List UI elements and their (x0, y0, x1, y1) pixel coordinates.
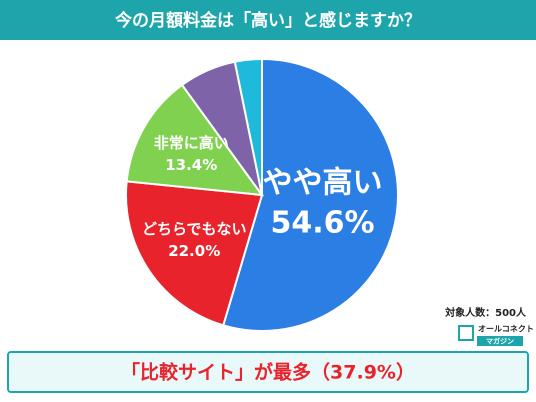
pie: やや高い 54.6% どちらでもない 22.0% 非常に高い 13.4% (125, 57, 399, 332)
logo-badge (477, 336, 523, 346)
logo-text: マガジン (486, 337, 514, 346)
pie-slice (233, 57, 263, 196)
slice-label: どちらでもない (142, 220, 247, 238)
pie-slice (125, 83, 265, 197)
slice-label: 非常に高い (154, 134, 229, 152)
banner (7, 351, 529, 393)
slice-label: やや高い (263, 165, 383, 200)
logo-icon (458, 325, 474, 341)
logo-text: オールコネクト (478, 324, 534, 334)
value-label: 13.4% (165, 156, 217, 174)
banner-text: 「比較サイト」が最多（37.9%） (121, 361, 415, 384)
title-bar (0, 0, 536, 40)
pie-slice (125, 180, 264, 327)
value-label: 54.6% (271, 205, 375, 240)
note: 対象人数：500人 (444, 306, 527, 319)
chart-title: 今の月額料金は「高い」と感じますか？ (115, 10, 421, 31)
value-label: 22.0% (168, 242, 220, 260)
pie-slice (221, 57, 399, 332)
